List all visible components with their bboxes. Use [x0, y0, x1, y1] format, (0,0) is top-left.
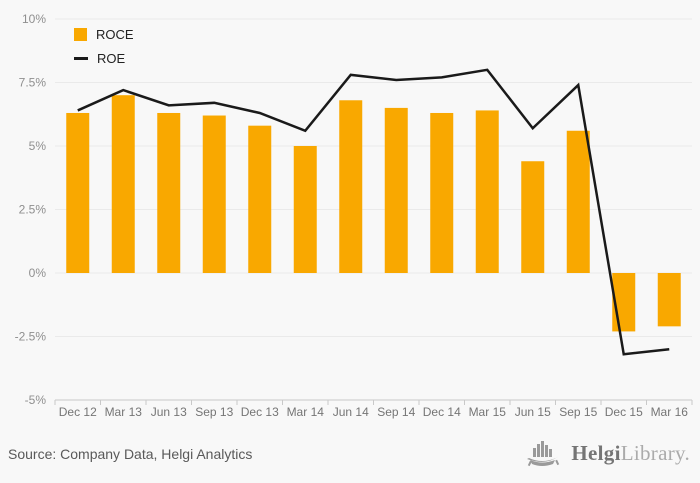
chart-footer: Source: Company Data, Helgi Analytics He… [0, 430, 700, 483]
x-tick-label: Dec 15 [605, 405, 643, 419]
roce-bar [202, 115, 226, 274]
roce-bar [657, 273, 681, 327]
y-tick-label: -2.5% [15, 330, 47, 344]
x-tick-label: Mar 13 [105, 405, 143, 419]
x-tick-label: Sep 14 [377, 405, 415, 419]
legend-item-roce: ROCE [74, 27, 134, 42]
x-tick-label: Jun 15 [515, 405, 551, 419]
x-tick-label: Sep 13 [195, 405, 233, 419]
logo-text-helgi: Helgi [571, 441, 621, 465]
y-tick-label: -5% [25, 393, 47, 407]
x-tick-label: Jun 13 [151, 405, 187, 419]
y-tick-label: 7.5% [19, 76, 47, 90]
x-tick-label: Dec 13 [241, 405, 279, 419]
legend-label-roe: ROE [97, 51, 126, 66]
legend-item-roe: ROE [74, 51, 134, 66]
y-tick-label: 10% [22, 12, 46, 26]
roce-bar [157, 112, 181, 273]
chart-canvas: 10% 7.5% 5% 2.5% 0% -2.5% -5% Dec 12 Mar 13 Jun 1… [15, 12, 693, 419]
roce-bar [566, 130, 590, 273]
y-tick-label: 5% [29, 139, 47, 153]
x-tick-label: Dec 12 [59, 405, 97, 419]
roce-bar [293, 146, 317, 273]
roe-line-swatch-icon [74, 57, 88, 60]
roce-bar [248, 125, 272, 274]
roce-roe-chart: 10% 7.5% 5% 2.5% 0% -2.5% -5% Dec 12 Mar 13 Jun 1… [15, 12, 693, 419]
x-tick-label: Mar 16 [651, 405, 689, 419]
chart-legend: ROCE ROE [74, 27, 134, 66]
x-tick-label: Dec 14 [423, 405, 461, 419]
roce-bar [66, 112, 90, 273]
source-text: Source: Company Data, Helgi Analytics [8, 445, 253, 462]
x-tick-label: Jun 14 [333, 405, 369, 419]
roe-line [77, 68, 670, 356]
y-tick-label: 0% [29, 266, 47, 280]
roce-bar [475, 110, 499, 273]
legend-label-roce: ROCE [96, 27, 134, 42]
roce-bar [430, 112, 454, 273]
logo-text-library: Library. [620, 441, 690, 465]
logo-text: HelgiLibrary. [571, 441, 690, 466]
helgi-ship-icon [527, 440, 560, 466]
roce-bar [384, 107, 408, 274]
roce-bar [339, 100, 363, 273]
x-tick-label: Mar 15 [469, 405, 507, 419]
x-tick-label: Sep 15 [559, 405, 597, 419]
x-tick-label: Mar 14 [287, 405, 325, 419]
roce-bar [521, 161, 545, 273]
y-tick-label: 2.5% [19, 203, 47, 217]
roce-bar-swatch-icon [74, 28, 87, 41]
helgi-library-logo: HelgiLibrary. [526, 439, 690, 469]
roce-bar [111, 95, 135, 273]
